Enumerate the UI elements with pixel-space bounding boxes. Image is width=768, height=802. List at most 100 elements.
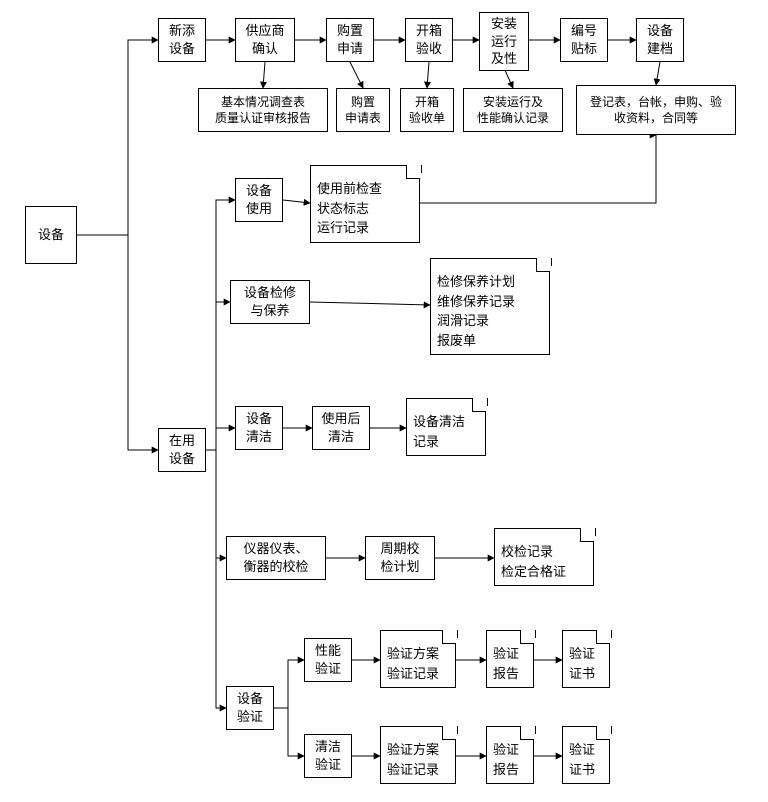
node-text: 质量认证审核报告	[215, 110, 311, 126]
node-vcert2: 验证证书	[562, 734, 610, 784]
node-text: 确认	[252, 40, 278, 58]
node-text: 性能确认记录	[477, 110, 549, 126]
node-number: 编号贴标	[560, 18, 608, 62]
node-text: 清洁	[328, 428, 354, 446]
node-text: 验收单	[409, 110, 445, 126]
node-text: 收资料，合同等	[614, 110, 698, 126]
node-text: 验证方案	[387, 740, 449, 760]
node-clean_v: 清洁验证	[304, 734, 352, 778]
node-vcert1: 验证证书	[562, 638, 610, 688]
node-text: 使用前检查	[317, 179, 413, 199]
node-root: 设备	[25, 206, 77, 264]
node-text: 与保养	[250, 302, 289, 320]
node-purchase: 购置申请	[326, 18, 374, 62]
node-text: 及性	[491, 50, 517, 68]
node-text: 验证	[493, 740, 527, 760]
node-archive_f: 登记表，台帐，申购、验收资料，合同等	[576, 85, 736, 135]
node-text: 检计划	[380, 558, 419, 576]
node-text: 设备	[647, 22, 673, 40]
node-text: 周期校	[380, 540, 419, 558]
node-text: 购置	[337, 22, 363, 40]
node-clean: 设备清洁	[235, 406, 283, 450]
node-text: 性能	[315, 642, 341, 660]
node-text: 记录	[413, 432, 479, 452]
node-text: 验证方案	[387, 644, 449, 664]
node-text: 建档	[647, 40, 673, 58]
node-install: 安装运行及性	[479, 12, 529, 71]
node-text: 设备	[169, 40, 195, 58]
node-vplan1: 验证方案验证记录	[380, 638, 456, 688]
node-text: 报废单	[437, 331, 543, 351]
node-text: 维修保养记录	[437, 292, 543, 312]
node-text: 润滑记录	[437, 311, 543, 331]
node-in_use: 在用设备	[158, 428, 206, 472]
node-text: 设备清洁	[413, 412, 479, 432]
node-text: 检定合格证	[501, 562, 587, 582]
node-text: 开箱	[416, 22, 442, 40]
node-text: 验证	[315, 756, 341, 774]
node-verify: 设备验证	[226, 686, 274, 730]
node-vplan2: 验证方案验证记录	[380, 734, 456, 784]
node-text: 验证	[315, 660, 341, 678]
node-text: 证书	[569, 664, 603, 684]
node-text: 基本情况调查表	[221, 94, 305, 110]
node-text: 衡器的校检	[243, 558, 308, 576]
node-use: 设备使用	[235, 178, 283, 222]
node-clean_doc: 设备清洁记录	[406, 406, 486, 456]
node-text: 报告	[493, 664, 527, 684]
node-text: 设备	[237, 690, 263, 708]
node-text: 设备	[169, 450, 195, 468]
node-maint: 设备检修与保养	[230, 280, 310, 324]
node-text: 新添	[169, 22, 195, 40]
node-use_doc: 使用前检查状态标志运行记录	[310, 173, 420, 243]
node-calib_plan: 周期校检计划	[365, 536, 435, 580]
node-text: 编号	[571, 22, 597, 40]
node-text: 设备检修	[244, 284, 296, 302]
node-calib_doc: 校检记录检定合格证	[494, 536, 594, 586]
node-text: 验证记录	[387, 664, 449, 684]
node-text: 申请表	[345, 110, 381, 126]
node-text: 状态标志	[317, 199, 413, 219]
node-text: 开箱	[415, 94, 439, 110]
node-text: 清洁	[246, 428, 272, 446]
node-text: 在用	[169, 432, 195, 450]
node-vrep1: 验证报告	[486, 638, 534, 688]
node-text: 校检记录	[501, 542, 587, 562]
node-text: 检修保养计划	[437, 272, 543, 292]
node-text: 仪器仪表、	[243, 540, 308, 558]
node-text: 设备	[38, 226, 64, 244]
node-text: 设备	[246, 182, 272, 200]
node-perf_v: 性能验证	[304, 638, 352, 682]
node-text: 运行	[491, 33, 517, 51]
node-text: 验证	[569, 740, 603, 760]
node-text: 安装	[491, 15, 517, 33]
node-text: 贴标	[571, 40, 597, 58]
node-text: 验证	[237, 708, 263, 726]
node-purchase_f: 购置申请表	[336, 88, 390, 132]
node-text: 验证记录	[387, 760, 449, 780]
node-new_equip: 新添设备	[158, 18, 206, 62]
node-text: 报告	[493, 760, 527, 780]
node-text: 登记表，台帐，申购、验	[590, 94, 722, 110]
node-text: 购置	[351, 94, 375, 110]
node-text: 申请	[337, 40, 363, 58]
node-calib: 仪器仪表、衡器的校检	[226, 536, 326, 580]
node-text: 运行记录	[317, 218, 413, 238]
node-unbox_f: 开箱验收单	[400, 88, 454, 132]
node-text: 验证	[493, 644, 527, 664]
node-text: 验收	[416, 40, 442, 58]
node-text: 清洁	[315, 738, 341, 756]
node-maint_doc: 检修保养计划维修保养记录润滑记录报废单	[430, 266, 550, 355]
node-text: 设备	[246, 410, 272, 428]
node-unbox: 开箱验收	[405, 18, 453, 62]
node-text: 供应商	[245, 22, 284, 40]
node-text: 验证	[569, 644, 603, 664]
node-text: 证书	[569, 760, 603, 780]
node-install_f: 安装运行及性能确认记录	[463, 88, 563, 132]
node-text: 使用后	[321, 410, 360, 428]
node-survey: 基本情况调查表质量认证审核报告	[198, 88, 328, 132]
node-archive: 设备建档	[636, 18, 684, 62]
node-clean2: 使用后清洁	[312, 406, 370, 450]
node-text: 使用	[246, 200, 272, 218]
node-text: 安装运行及	[483, 94, 543, 110]
